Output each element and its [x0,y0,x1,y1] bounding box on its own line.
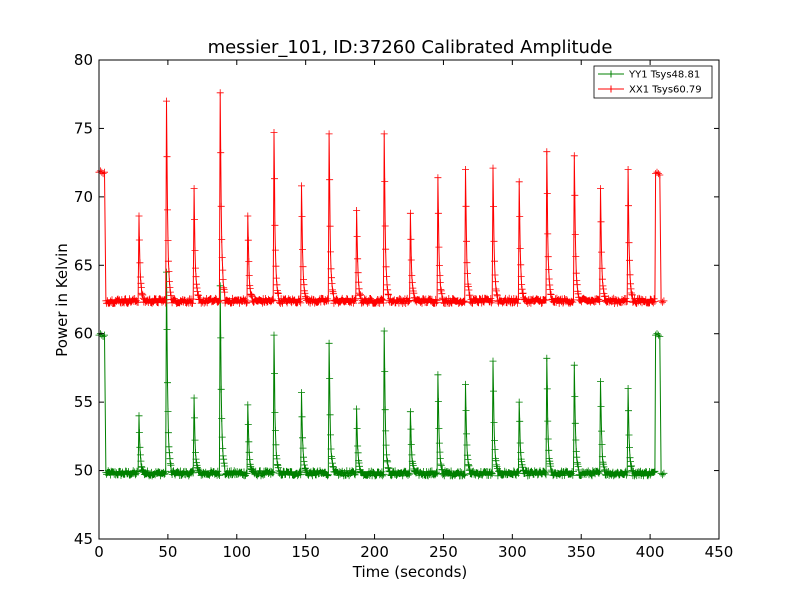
axes-layer: 0 50 100 150 200 250 300 350 400 450 45 50 55 60 65 70 7… [74,51,733,561]
y-tick-label: 65 [74,256,93,274]
legend-label-xx1: XX1 Tsys60.79 [629,85,702,96]
y-tick-label: 50 [74,462,93,480]
y-tick-label: 70 [74,188,93,206]
x-tick-label: 350 [567,543,596,561]
x-axis-title: Time (seconds) [352,563,468,581]
x-tick-label: 100 [222,543,251,561]
x-tick-label: 0 [94,543,104,561]
x-tick-label: 200 [360,543,389,561]
y-tick-label: 60 [74,325,93,343]
legend-marker-xx1 [607,85,615,93]
plot-area-frame [98,59,720,540]
y-tick-label: 55 [74,393,93,411]
x-tick-label: 450 [705,543,734,561]
y-tick-label: 80 [74,51,93,69]
x-tick-label: 50 [158,543,177,561]
y-tick-label: 45 [74,530,93,548]
legend-label-yy1: YY1 Tsys48.81 [628,70,700,81]
x-tick-label: 300 [498,543,527,561]
legend: YY1 Tsys48.81 XX1 Tsys60.79 [593,65,713,99]
x-tick-label: 250 [429,543,458,561]
chart-title: messier_101, ID:37260 Calibrated Amplitu… [208,37,613,58]
legend-box [593,65,713,99]
y-tick-label: 75 [74,119,93,137]
y-axis-title: Power in Kelvin [53,243,71,357]
legend-marker-yy1 [607,70,615,78]
series-layer [95,89,668,480]
x-tick-label: 400 [636,543,665,561]
x-tick-label: 150 [291,543,320,561]
